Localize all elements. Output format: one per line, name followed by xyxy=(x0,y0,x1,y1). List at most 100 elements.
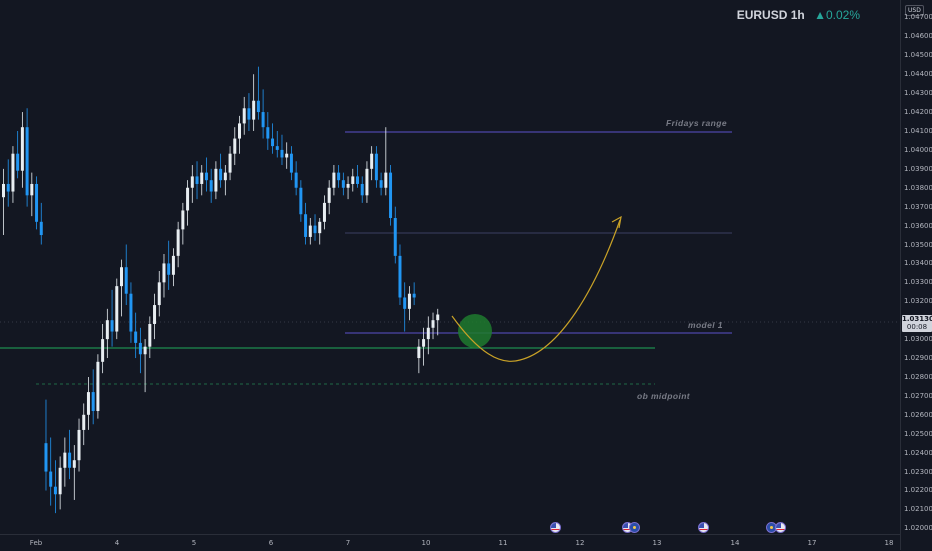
price-tick-label: 1.04200 xyxy=(904,108,932,117)
candlestick-chart[interactable] xyxy=(0,0,900,534)
candle-body xyxy=(96,361,100,412)
candle-body xyxy=(308,225,312,237)
candle xyxy=(398,244,402,306)
price-tick-label: 1.03500 xyxy=(904,240,932,249)
candle-body xyxy=(351,176,355,184)
event-flag-eu-icon[interactable] xyxy=(629,522,640,533)
candle xyxy=(101,323,105,374)
candle xyxy=(58,456,62,510)
candle xyxy=(77,418,81,472)
candle-body xyxy=(261,112,265,128)
candle-body xyxy=(275,146,279,150)
candle xyxy=(256,66,260,120)
candle xyxy=(426,316,430,355)
price-change: ▲0.02% xyxy=(814,8,860,22)
symbol-name: EURUSD xyxy=(736,8,788,22)
candle xyxy=(148,316,152,359)
price-tick-label: 1.04000 xyxy=(904,145,932,154)
candle xyxy=(167,240,171,290)
candle xyxy=(341,172,345,196)
candle-body xyxy=(233,138,237,154)
candle-body xyxy=(280,149,284,158)
candle xyxy=(11,146,15,203)
candle xyxy=(63,437,67,487)
candle-body xyxy=(120,267,123,287)
candle xyxy=(82,403,86,446)
chart-plot-area[interactable]: Fridays range model 1 ob midpoint EURUSD… xyxy=(0,0,900,534)
candle-body xyxy=(256,100,260,113)
candle-body xyxy=(252,100,256,120)
candle-body xyxy=(153,305,157,324)
candle-body xyxy=(436,314,440,321)
currency-label[interactable]: USD xyxy=(905,5,924,16)
candles-layer xyxy=(2,66,440,514)
candle xyxy=(308,218,312,245)
candle-body xyxy=(313,225,317,234)
current-price-value: 1.03130 xyxy=(902,315,932,323)
time-label-13: 13 xyxy=(652,539,662,547)
time-axis[interactable]: Feb 4 5 6 7 10 11 12 13 14 17 18 xyxy=(0,534,900,551)
symbol-interval: 1h xyxy=(790,8,805,22)
candle-body xyxy=(195,176,199,184)
candle xyxy=(49,437,53,506)
time-label-5: 5 xyxy=(191,539,197,547)
candle-body xyxy=(6,183,10,192)
candle-body xyxy=(162,263,166,283)
candle-body xyxy=(228,153,232,173)
candle-body xyxy=(204,172,208,181)
price-tick-label: 1.02300 xyxy=(904,467,932,476)
candle xyxy=(294,161,298,196)
candle-body xyxy=(91,392,95,412)
candle xyxy=(143,339,147,393)
candle xyxy=(72,445,76,500)
candle-body xyxy=(374,153,378,181)
price-tick-label: 1.04700 xyxy=(904,13,932,22)
candle-body xyxy=(412,293,416,298)
candle-body xyxy=(35,183,39,222)
candle-body xyxy=(285,153,289,158)
candle xyxy=(436,308,440,336)
time-label-10: 10 xyxy=(421,539,431,547)
candle-body xyxy=(403,297,407,309)
candle xyxy=(431,312,435,340)
candle xyxy=(266,112,270,150)
candle-body xyxy=(115,286,119,332)
candle xyxy=(393,206,397,264)
candle-body xyxy=(304,214,308,237)
candle-body xyxy=(209,180,213,192)
candle xyxy=(233,127,237,166)
event-flag-us-icon[interactable] xyxy=(550,522,561,533)
candle xyxy=(204,157,208,192)
candle-body xyxy=(238,123,241,139)
price-tick-label: 1.04600 xyxy=(904,32,932,41)
candle-body xyxy=(271,138,275,147)
candle-body xyxy=(422,339,426,347)
price-tick-label: 1.04300 xyxy=(904,89,932,98)
symbol-header[interactable]: EURUSD 1h ▲0.02% xyxy=(737,8,860,22)
event-flag-us-icon[interactable] xyxy=(698,522,709,533)
price-tick-label: 1.02400 xyxy=(904,448,932,457)
candle-body xyxy=(360,183,364,196)
model-1-label: model 1 xyxy=(688,320,723,330)
candle xyxy=(351,168,355,192)
candle-body xyxy=(186,187,190,211)
candle xyxy=(44,399,48,491)
event-flag-us-icon[interactable] xyxy=(775,522,786,533)
price-tick-label: 1.03400 xyxy=(904,259,932,268)
candle xyxy=(129,282,133,343)
candle-body xyxy=(157,282,161,306)
candle-body xyxy=(101,339,105,362)
price-axis[interactable]: USD 1.04700 1.04600 1.04500 1.04400 1.04300 1… xyxy=(900,0,932,550)
candle xyxy=(30,172,34,217)
levels-layer xyxy=(0,131,900,385)
price-tick-label: 1.02600 xyxy=(904,410,932,419)
time-label-feb: Feb xyxy=(29,539,43,547)
candle xyxy=(115,278,119,340)
candle xyxy=(346,176,350,200)
candle-body xyxy=(39,221,43,236)
candle xyxy=(120,259,123,317)
candle-body xyxy=(110,320,114,332)
candle-body xyxy=(393,218,397,256)
candle xyxy=(53,460,57,514)
candle xyxy=(200,165,204,196)
